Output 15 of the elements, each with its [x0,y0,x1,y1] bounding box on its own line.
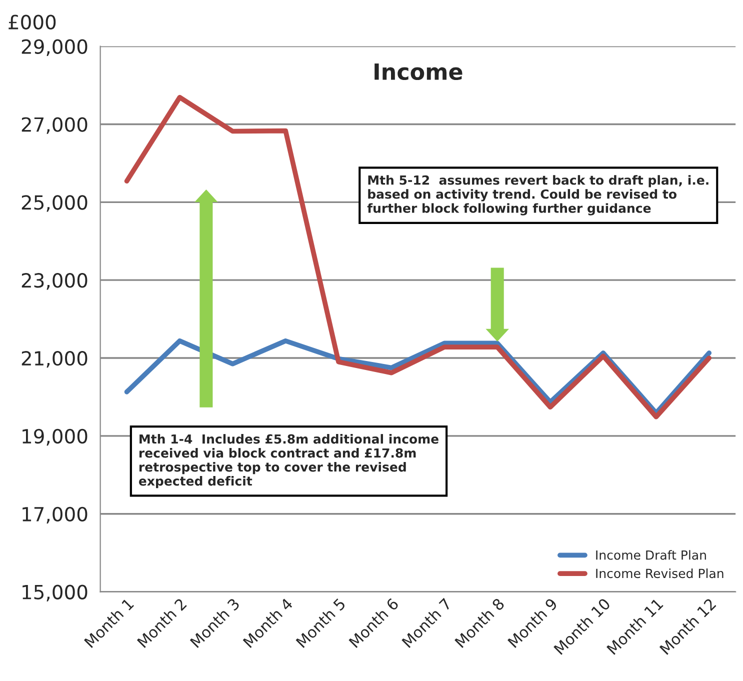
legend-label: Income Revised Plan [596,568,724,578]
y-tick-label: 19,000 [22,428,88,446]
y-tick-label: 17,000 [22,506,88,524]
y-tick-label: 21,000 [22,350,88,368]
y-tick-label: 23,000 [22,273,88,290]
y-tick-label: 25,000 [22,195,88,212]
annotation: Mth 1-4 Includes £5.8m additional income received via block contract and £17.8m retrospective top to cover the revised expected deficit [138,434,438,488]
y-tick-label: 29,000 [22,39,88,56]
y-tick-label: 27,000 [22,117,88,134]
y-tick-label: 15,000 [22,584,88,602]
line-series [124,94,712,420]
text: Income [374,64,462,80]
y-axis-title: £000 [8,14,56,30]
annotation: Mth 5-12 assumes revert back to draft plan, i.e. based on activity trend. Could be revised to further block following further guidance [367,175,708,216]
legend-label: Income Draft Plan [596,550,706,560]
